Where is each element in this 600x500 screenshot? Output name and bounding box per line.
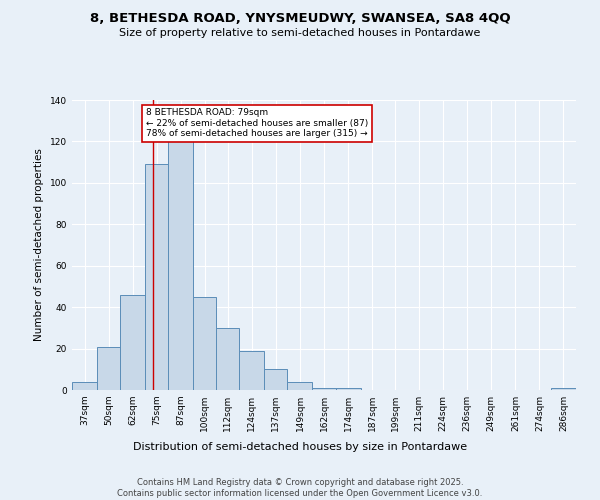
Bar (120, 294, 145, 390)
Text: 8, BETHESDA ROAD, YNYSMEUDWY, SWANSEA, SA8 4QQ: 8, BETHESDA ROAD, YNYSMEUDWY, SWANSEA, S… (89, 12, 511, 26)
Bar (265, 370, 287, 390)
Bar (216, 328, 239, 390)
Text: 8 BETHESDA ROAD: 79sqm
← 22% of semi-detached houses are smaller (87)
78% of sem: 8 BETHESDA ROAD: 79sqm ← 22% of semi-det… (146, 108, 368, 138)
Bar (313, 388, 335, 390)
Bar (193, 297, 216, 390)
Bar (145, 164, 168, 390)
Bar (287, 382, 313, 390)
Bar (239, 350, 265, 390)
Bar (168, 138, 193, 390)
Bar (97, 346, 120, 390)
Text: Size of property relative to semi-detached houses in Pontardawe: Size of property relative to semi-detach… (119, 28, 481, 38)
Bar (335, 388, 361, 390)
Bar (72, 382, 97, 390)
Text: Distribution of semi-detached houses by size in Pontardawe: Distribution of semi-detached houses by … (133, 442, 467, 452)
Y-axis label: Number of semi-detached properties: Number of semi-detached properties (34, 148, 44, 342)
Text: Contains HM Land Registry data © Crown copyright and database right 2025.
Contai: Contains HM Land Registry data © Crown c… (118, 478, 482, 498)
Bar (551, 388, 576, 390)
